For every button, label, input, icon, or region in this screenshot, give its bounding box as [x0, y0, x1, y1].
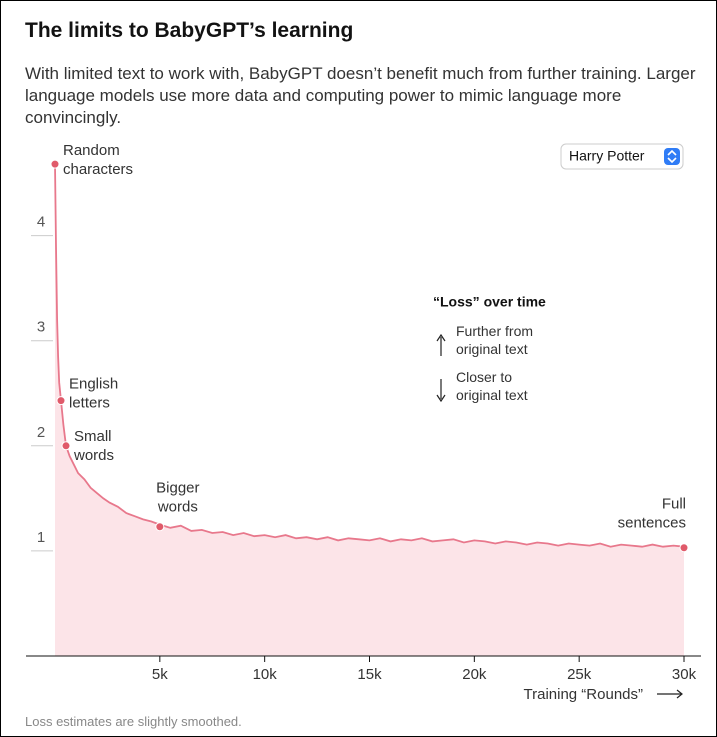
annotation-line: English	[69, 376, 118, 393]
annotation-line: letters	[69, 395, 110, 412]
x-axis-label: Training “Rounds”	[524, 686, 644, 703]
legend-up-line: Further from	[456, 323, 533, 339]
legend-down: Closer to original text	[456, 369, 528, 403]
annotation-line: Full	[662, 496, 686, 513]
selector-label[interactable]: Harry Potter	[569, 148, 645, 164]
line	[54, 164, 685, 548]
x-label-arrow-head	[676, 689, 683, 699]
annotation-line: words	[157, 499, 198, 516]
annotation-line: words	[73, 447, 114, 464]
legend-down-line: Closer to	[456, 369, 512, 385]
annotation-label: Bigger words	[156, 480, 199, 516]
x-tick-label: 15k	[357, 666, 382, 683]
x-tick-label: 10k	[253, 666, 278, 683]
selector-box[interactable]	[560, 143, 684, 170]
down-arrow-head	[436, 394, 446, 403]
chart-title: The limits to BabyGPT’s learning	[25, 19, 354, 42]
x-tick-label: 5k	[152, 666, 168, 683]
legend-title: “Loss” over time	[433, 294, 546, 310]
legend-up-line: original text	[456, 341, 528, 357]
annotation-point	[56, 396, 66, 406]
selector[interactable]: Harry Potter	[560, 143, 684, 170]
note: Loss estimates are slightly smoothed.	[25, 714, 242, 729]
annotation-point	[679, 543, 689, 553]
up-arrow-head	[436, 333, 446, 342]
y-tick-label: 1	[37, 529, 45, 546]
annotation-label: Full sentences	[618, 496, 686, 532]
x-tick-label: 30k	[672, 666, 697, 683]
area	[55, 164, 684, 656]
annotation-line: Small	[74, 428, 112, 445]
legend-up: Further from original text	[456, 323, 533, 357]
selector-chevrons[interactable]	[667, 149, 677, 164]
annotation-point	[155, 522, 165, 532]
annotation-point	[50, 159, 60, 169]
selector-icon[interactable]	[664, 148, 680, 165]
annotation-line: Random	[63, 142, 120, 159]
annotation-line: Bigger	[156, 480, 199, 497]
annotation-label: English letters	[69, 376, 118, 412]
annotation-line: sentences	[618, 515, 686, 532]
annotation-line: characters	[63, 161, 133, 178]
y-tick-label: 4	[37, 214, 45, 231]
x-tick-label: 25k	[567, 666, 592, 683]
x-tick-label: 20k	[462, 666, 487, 683]
y-tick-label: 2	[37, 424, 45, 441]
chart-subtitle: With limited text to work with, BabyGPT …	[25, 64, 696, 127]
annotation-point	[61, 441, 71, 451]
annotation-label: Small words	[73, 428, 114, 464]
y-tick-label: 3	[37, 319, 45, 336]
annotation-label: Random characters	[63, 142, 133, 178]
legend-down-line: original text	[456, 387, 528, 403]
